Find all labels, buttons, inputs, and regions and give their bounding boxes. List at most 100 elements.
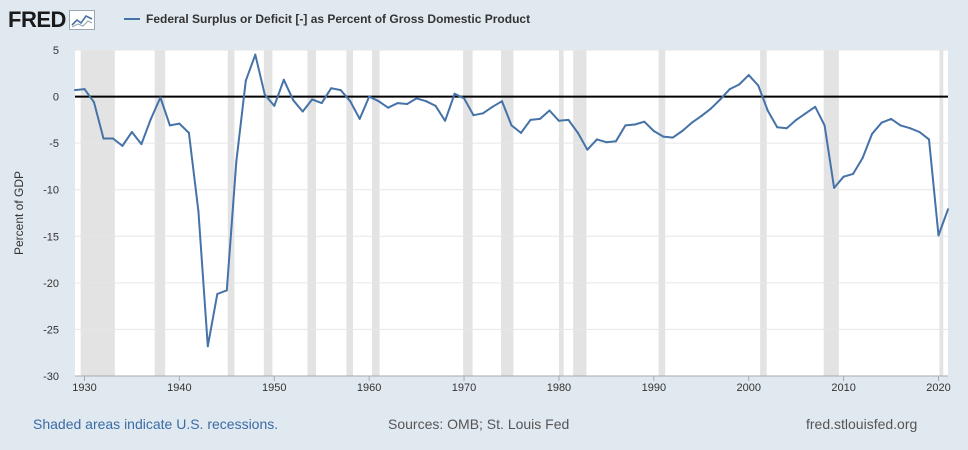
recession-band — [760, 50, 767, 376]
data-point — [311, 98, 314, 101]
x-tick-label: 1930 — [72, 382, 96, 394]
data-point — [804, 112, 807, 115]
data-point — [349, 100, 352, 103]
data-point — [605, 141, 608, 144]
recession-band — [307, 50, 317, 376]
data-point — [444, 119, 447, 122]
data-point — [463, 97, 466, 100]
data-point — [472, 114, 475, 117]
recession-band — [501, 50, 514, 376]
data-point — [387, 106, 390, 109]
data-point — [833, 186, 836, 189]
data-point — [529, 118, 532, 121]
y-tick-label: 5 — [53, 45, 59, 57]
data-point — [206, 345, 209, 348]
data-point — [510, 124, 513, 127]
data-point — [74, 89, 76, 92]
data-point — [282, 78, 285, 81]
data-point — [567, 118, 570, 121]
data-point — [747, 74, 750, 77]
data-point — [377, 100, 380, 103]
data-point — [918, 130, 921, 133]
sources-text: Sources: OMB; St. Louis Fed — [388, 416, 570, 432]
fred-logo-text: FRED — [8, 7, 66, 32]
data-point — [947, 208, 949, 211]
recession-note: Shaded areas indicate U.S. recessions. — [33, 416, 279, 432]
y-tick-label: -10 — [43, 185, 59, 197]
data-point — [890, 117, 893, 120]
recession-band — [372, 50, 380, 376]
data-point — [121, 144, 124, 147]
data-point — [292, 99, 295, 102]
recession-band — [263, 50, 273, 376]
data-point — [643, 120, 646, 123]
data-point — [415, 97, 418, 100]
data-point — [614, 140, 617, 143]
data-point — [595, 138, 598, 141]
data-point — [406, 103, 409, 106]
recession-band — [823, 50, 839, 376]
x-tick-label: 2010 — [831, 382, 855, 394]
fred-logo[interactable]: FRED — [8, 6, 95, 34]
data-point — [130, 130, 133, 133]
data-point — [263, 93, 266, 96]
data-point — [330, 87, 333, 90]
data-point — [690, 121, 693, 124]
x-tick-label: 1940 — [167, 382, 191, 394]
data-point — [538, 117, 541, 120]
data-point — [852, 172, 855, 175]
recession-band — [658, 50, 666, 376]
data-point — [273, 104, 276, 107]
data-point — [700, 115, 703, 118]
data-point — [225, 289, 228, 292]
data-point — [909, 127, 912, 130]
data-point — [671, 136, 674, 139]
x-tick-label: 1990 — [642, 382, 666, 394]
y-tick-label: -30 — [43, 371, 59, 383]
x-tick-label: 1970 — [452, 382, 476, 394]
fred-chart-icon — [68, 10, 95, 30]
chart-legend[interactable]: Federal Surplus or Deficit [-] as Percen… — [124, 12, 530, 26]
y-axis-label: Percent of GDP — [12, 171, 26, 255]
data-point — [880, 121, 883, 124]
data-point — [652, 130, 655, 133]
data-point — [728, 88, 731, 91]
data-point — [548, 109, 551, 112]
data-point — [491, 105, 494, 108]
recession-band — [227, 50, 235, 376]
legend-swatch — [124, 18, 140, 20]
x-tick-label: 2000 — [736, 382, 760, 394]
data-point — [586, 148, 589, 151]
data-point — [216, 293, 219, 296]
recession-band — [939, 50, 944, 376]
data-point — [92, 101, 95, 104]
data-point — [159, 96, 162, 99]
y-tick-label: -25 — [43, 324, 59, 336]
data-point — [320, 102, 323, 105]
data-point — [187, 131, 190, 134]
data-point — [140, 143, 143, 146]
data-point — [937, 234, 940, 237]
site-url[interactable]: fred.stlouisfed.org — [806, 416, 918, 432]
recession-band — [558, 50, 564, 376]
data-point — [358, 117, 361, 120]
data-point — [814, 105, 817, 108]
data-point — [482, 112, 485, 115]
data-point — [766, 109, 769, 112]
y-tick-label: -20 — [43, 278, 59, 290]
data-point — [501, 100, 504, 103]
data-point — [557, 119, 560, 122]
data-point — [339, 89, 342, 92]
data-point — [453, 92, 456, 95]
x-tick-label: 1950 — [262, 382, 286, 394]
recession-band — [346, 50, 354, 376]
data-point — [757, 84, 760, 87]
data-point — [102, 137, 105, 140]
data-point — [776, 126, 779, 129]
data-point — [396, 102, 399, 105]
data-point — [111, 137, 114, 140]
data-point — [738, 83, 741, 86]
data-point — [928, 138, 931, 141]
data-point — [871, 132, 874, 135]
